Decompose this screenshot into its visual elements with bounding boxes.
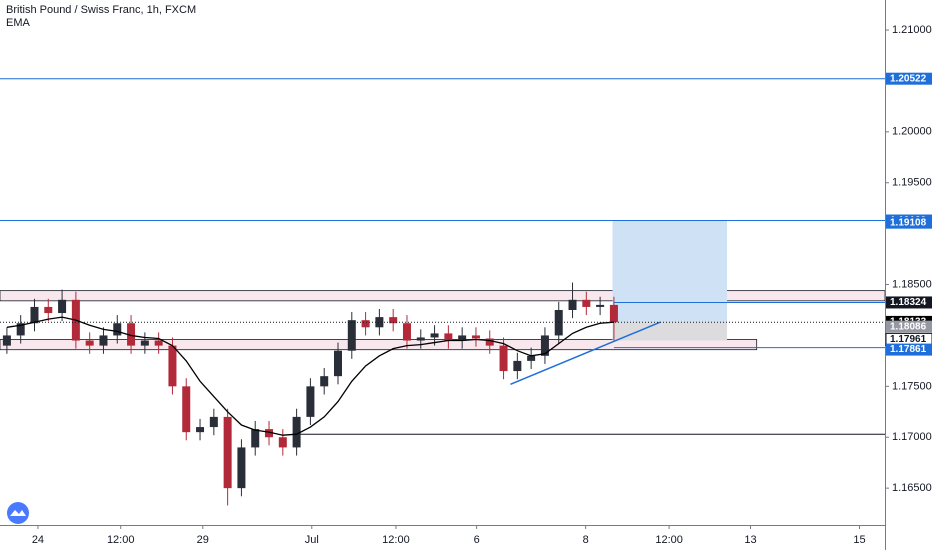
candle-body (389, 317, 398, 324)
price-badge (886, 72, 932, 85)
price-badge-label: 1.18324 (890, 297, 927, 308)
indicator-label: EMA (6, 17, 31, 29)
candle-body (568, 299, 577, 310)
x-tick-label: 24 (32, 534, 44, 546)
price-badge-label: 1.17961 (890, 334, 927, 345)
candle-body (347, 320, 356, 351)
zone (0, 339, 758, 351)
x-tick-label: 15 (853, 534, 865, 546)
candle-body (30, 306, 39, 324)
candle-body (444, 333, 453, 341)
candle-body (320, 376, 329, 387)
logo[interactable] (7, 502, 29, 524)
candle-body (582, 299, 591, 307)
candle-body (182, 386, 191, 433)
candle-body (58, 299, 67, 314)
x-tick-label: 13 (744, 534, 756, 546)
candle-body (99, 335, 108, 346)
candle-body (416, 337, 425, 341)
x-tick-label: 12:00 (382, 534, 410, 546)
candle-body (609, 304, 618, 323)
candle-body (485, 338, 494, 346)
y-tick-label: 1.19500 (892, 177, 932, 189)
candle-body (554, 309, 563, 336)
position-stop (612, 322, 728, 341)
price-badge-label: 1.20522 (890, 73, 927, 84)
candle-body (265, 429, 274, 438)
price-badge (886, 320, 932, 333)
y-tick-label: 1.20000 (892, 126, 932, 138)
candle-body (16, 323, 25, 336)
candle-body (44, 306, 53, 314)
price-badge (886, 343, 932, 356)
candle-body (127, 323, 136, 346)
ema-line (6, 316, 614, 436)
x-tick-label: 29 (197, 534, 209, 546)
logo-icon[interactable] (10, 510, 26, 516)
candle-body (292, 416, 301, 448)
candle-body (196, 427, 205, 433)
candle-body (513, 360, 522, 372)
price-badge-label: 1.17861 (890, 344, 927, 355)
y-tick-label: 1.17500 (892, 380, 932, 392)
candle-body (85, 340, 94, 346)
candle-body (209, 416, 218, 428)
x-tick-label: 12:00 (655, 534, 683, 546)
x-tick-label: 12:00 (107, 534, 135, 546)
price-badge (886, 216, 932, 229)
y-tick-label: 1.18500 (892, 278, 932, 290)
x-tick-label: 6 (474, 534, 480, 546)
price-badge (886, 296, 932, 309)
chart-title: British Pound / Swiss Franc, 1h, FXCM (6, 4, 196, 16)
x-tick-label: 8 (583, 534, 589, 546)
candle-body (499, 345, 508, 372)
candle-body (430, 333, 439, 338)
y-tick-label: 1.17000 (892, 431, 932, 443)
price-badge-label: 1.18086 (890, 321, 927, 332)
candle-body (154, 340, 163, 346)
candle-body (540, 335, 549, 356)
y-tick-label: 1.21000 (892, 24, 932, 36)
zone (0, 290, 886, 302)
candle-body (113, 323, 122, 336)
candle-body (471, 335, 480, 339)
trend-line (510, 321, 661, 386)
candle-body (596, 304, 605, 307)
candle-body (527, 355, 536, 361)
candle-body (361, 320, 370, 328)
candle-body (168, 345, 177, 387)
candle-body (278, 437, 287, 448)
candle-body (458, 335, 467, 341)
candle-body (306, 386, 315, 417)
candle-body (237, 447, 246, 489)
candle-body (402, 323, 411, 341)
candle-body (2, 335, 11, 346)
position-target (612, 220, 728, 323)
x-tick-label: Jul (305, 534, 319, 546)
y-tick-label: 1.16500 (892, 482, 932, 494)
candle-body (375, 317, 384, 328)
candle-body (140, 340, 149, 346)
candle-body (333, 350, 342, 377)
candle-body (223, 416, 232, 489)
candle-body (251, 429, 260, 448)
price-badge-label: 1.19108 (890, 217, 927, 228)
